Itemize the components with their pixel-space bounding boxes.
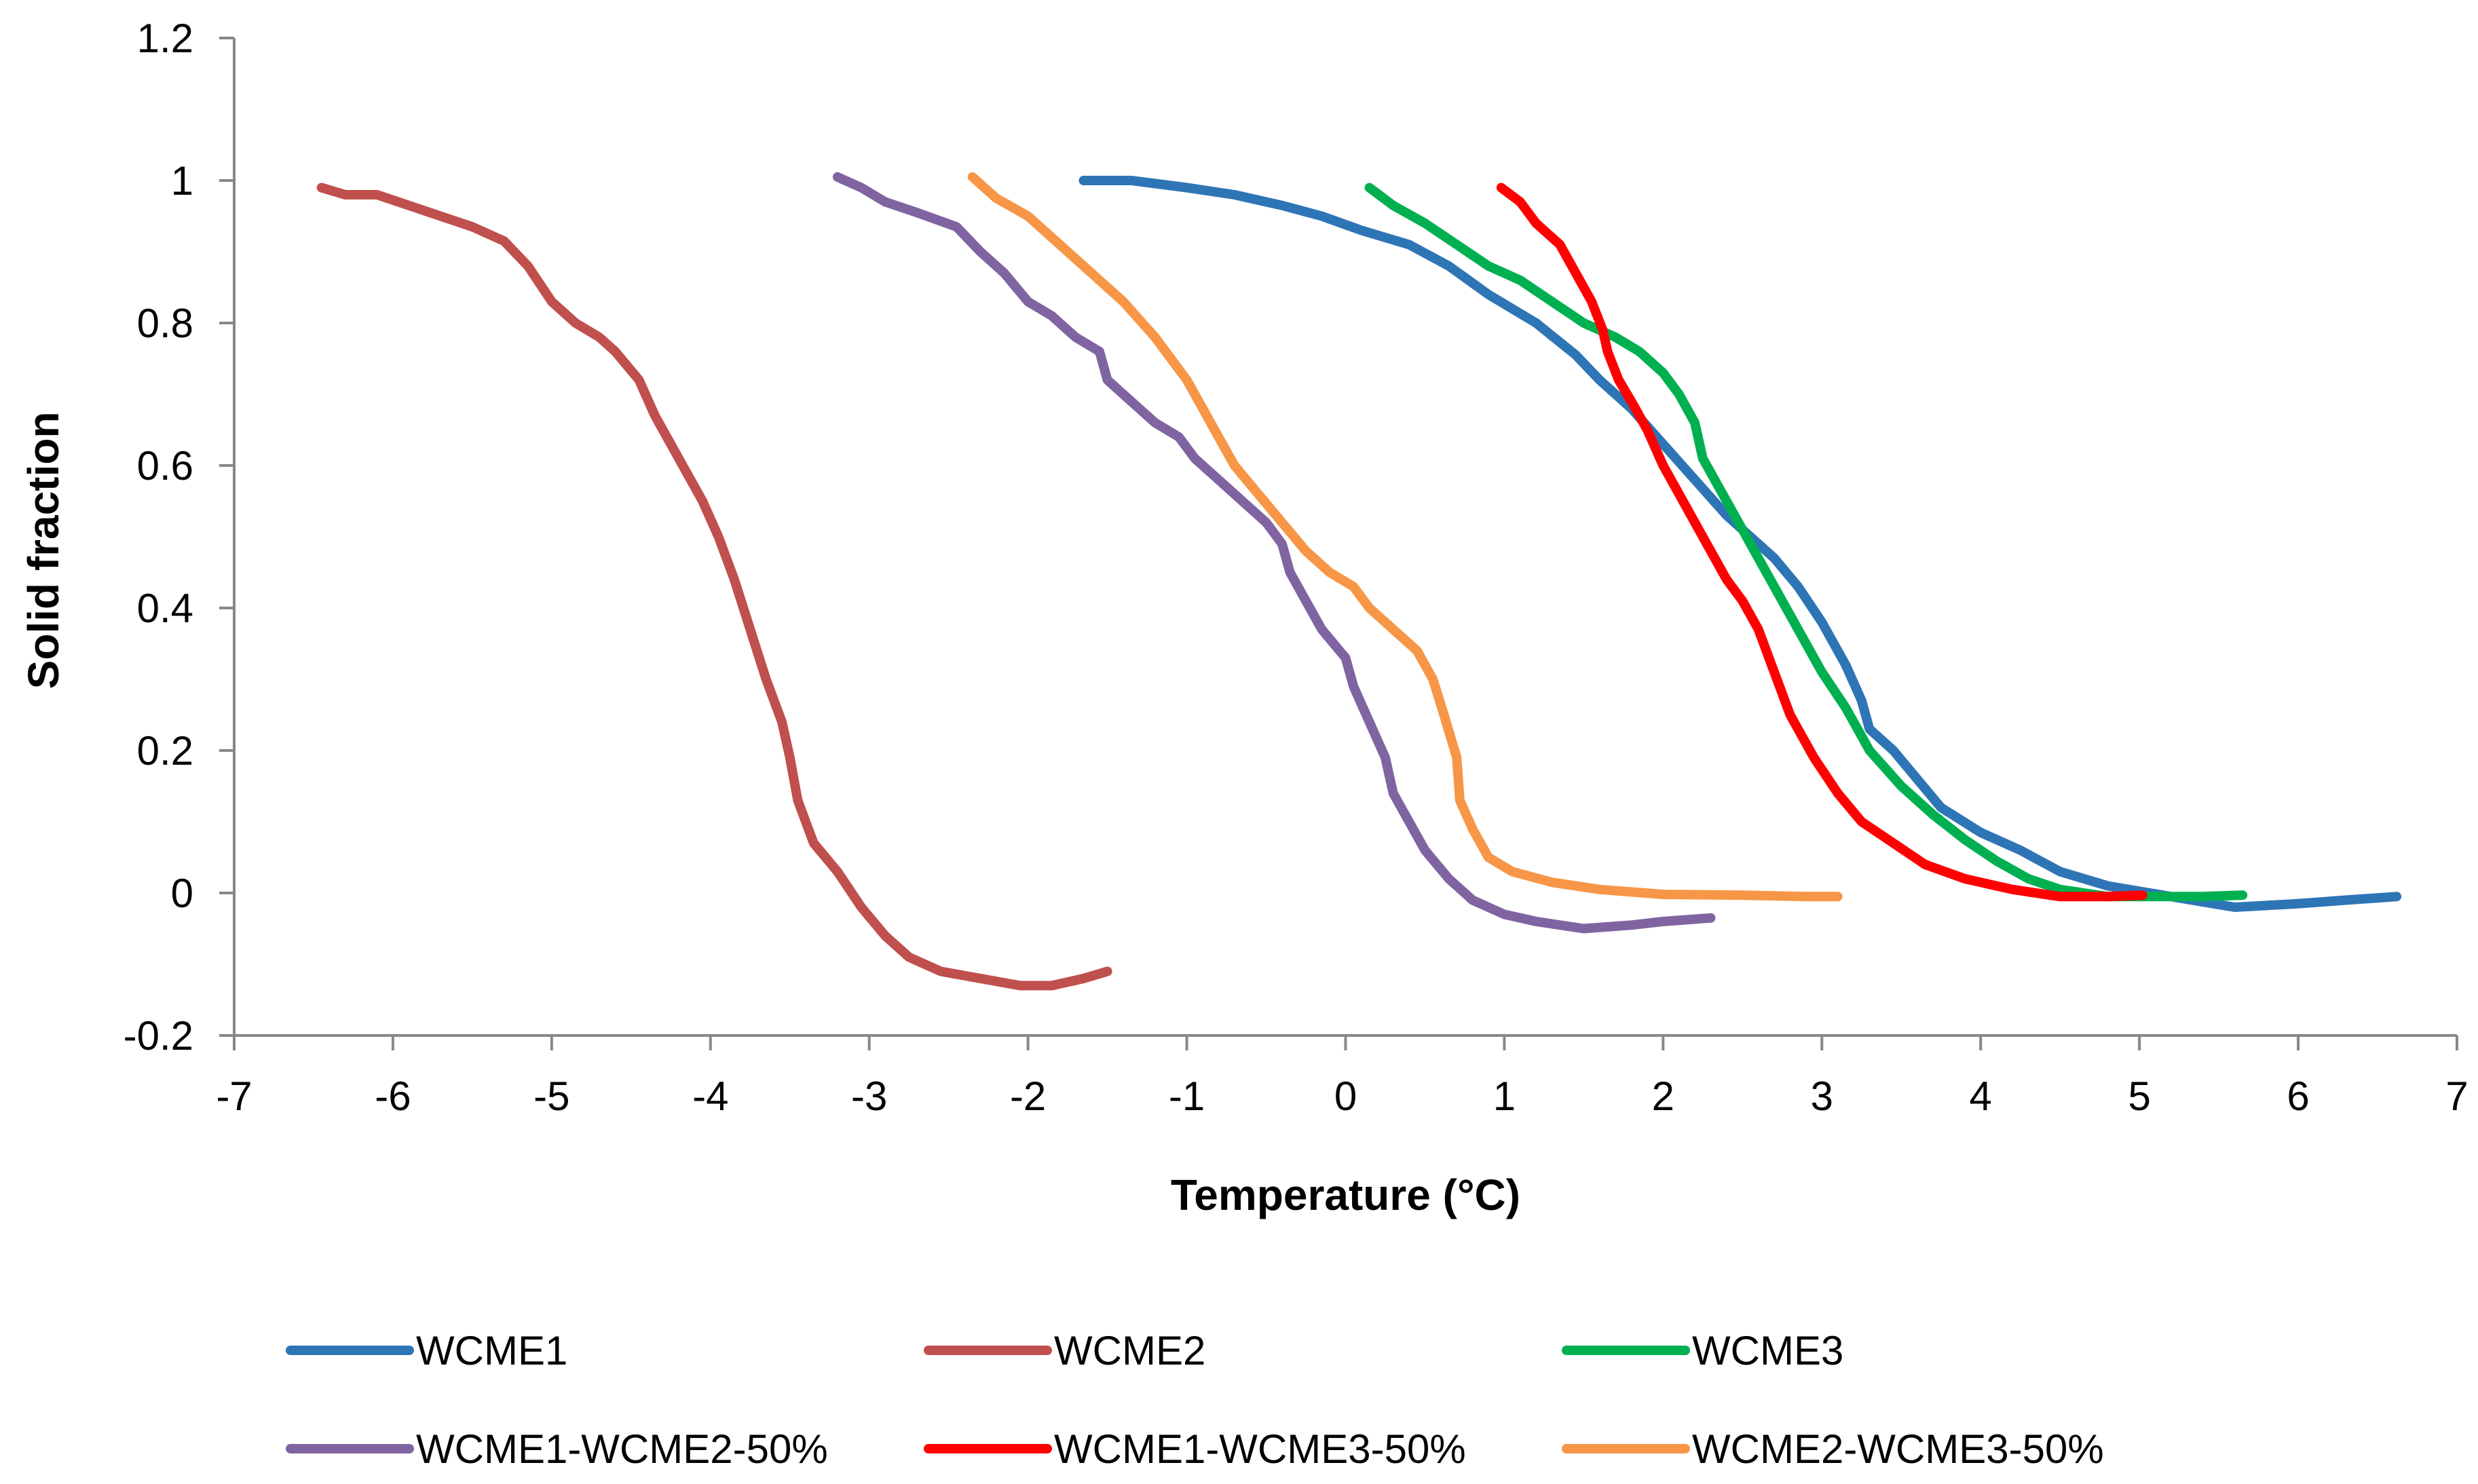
legend-label: WCME3	[1692, 1328, 1843, 1373]
x-tick-label: 3	[1811, 1073, 1833, 1119]
y-tick-label: -0.2	[124, 1013, 193, 1059]
axes: -0.2 0 0.2 0.4 0.6 0.8 1 1.2 -7 -6 -5 -4 -3 -2 -1 0 1 2 3…	[124, 16, 2468, 1119]
series-layer	[316, 172, 2402, 991]
x-tick-label: -6	[375, 1073, 411, 1119]
y-tick-label: 0.2	[137, 728, 193, 774]
legend-item-wcme2: WCME2	[924, 1328, 1205, 1373]
series-line-wcme2	[316, 183, 1112, 991]
legend-label: WCME2-WCME3-50%	[1692, 1426, 2104, 1472]
legend-item-wcme1: WCME1	[286, 1328, 567, 1373]
series-line-wcme1-wcme3-50	[1496, 183, 2147, 902]
legend: WCME1 WCME2 WCME3 WCME1-WCME2-50% WCME1-WCME…	[286, 1328, 2104, 1472]
y-tick-label: 1	[171, 158, 193, 204]
x-tick-label: -1	[1169, 1073, 1205, 1119]
x-tick-label: 2	[1652, 1073, 1674, 1119]
series-line-wcme2-wcme3-50	[967, 172, 1843, 902]
legend-label: WCME1-WCME2-50%	[416, 1426, 828, 1472]
x-tick-label: -2	[1010, 1073, 1046, 1119]
x-tick-label: 6	[2287, 1073, 2309, 1119]
y-tick-label: 0	[171, 871, 193, 916]
y-tick-label: 0.4	[137, 586, 193, 631]
x-tick-label: -3	[851, 1073, 887, 1119]
x-tick-label: 7	[2445, 1073, 2468, 1119]
legend-item-wcme3: WCME3	[1562, 1328, 1843, 1373]
x-tick-label: -7	[216, 1073, 252, 1119]
x-tick-label: 4	[1970, 1073, 1992, 1119]
series-line-wcme3	[1364, 183, 2248, 902]
x-tick-label: 1	[1493, 1073, 1516, 1119]
y-axis-ticks: -0.2 0 0.2 0.4 0.6 0.8 1 1.2	[124, 16, 234, 1059]
x-axis-title: Temperature (°C)	[1171, 1171, 1520, 1219]
x-tick-label: 5	[2128, 1073, 2150, 1119]
y-tick-label: 1.2	[137, 16, 193, 61]
y-tick-label: 0.8	[137, 301, 193, 346]
x-tick-label: -4	[692, 1073, 728, 1119]
series-line-wcme1	[1078, 176, 2402, 912]
y-axis-title: Solid fraction	[19, 412, 68, 689]
series-line-wcme1-wcme2-50	[832, 172, 1716, 934]
legend-item-wcme2-wcme3-50: WCME2-WCME3-50%	[1562, 1426, 2104, 1472]
legend-item-wcme1-wcme2-50: WCME1-WCME2-50%	[286, 1426, 828, 1472]
legend-label: WCME2	[1054, 1328, 1205, 1373]
x-tick-label: 0	[1334, 1073, 1357, 1119]
x-tick-label: -5	[533, 1073, 569, 1119]
x-axis-ticks: -7 -6 -5 -4 -3 -2 -1 0 1 2 3 4 5 6 7	[216, 1035, 2468, 1119]
legend-label: WCME1-WCME3-50%	[1054, 1426, 1466, 1472]
legend-label: WCME1	[416, 1328, 567, 1373]
y-tick-label: 0.6	[137, 443, 193, 489]
legend-item-wcme1-wcme3-50: WCME1-WCME3-50%	[924, 1426, 1466, 1472]
